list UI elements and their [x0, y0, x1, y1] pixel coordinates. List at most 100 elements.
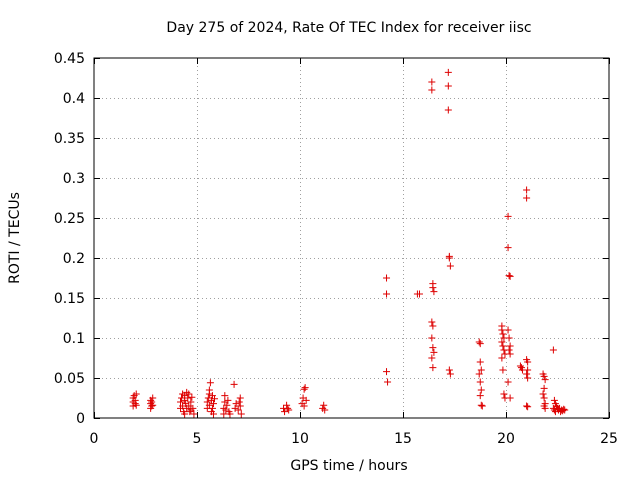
- data-point: [446, 370, 454, 378]
- data-point: [383, 274, 391, 282]
- data-point: [281, 408, 289, 416]
- data-point: [181, 410, 189, 418]
- data-point: [230, 380, 238, 388]
- data-point: [236, 402, 244, 410]
- y-tick-label: 0.3: [63, 171, 85, 187]
- data-point: [444, 68, 452, 76]
- data-point: [523, 186, 531, 194]
- data-point: [428, 354, 436, 362]
- data-point: [429, 344, 437, 352]
- data-point: [285, 406, 293, 414]
- data-point: [226, 410, 234, 418]
- y-tick-label: 0.05: [54, 371, 85, 387]
- data-point: [221, 392, 229, 400]
- data-point: [524, 403, 532, 411]
- data-points: [129, 68, 569, 418]
- data-point: [476, 378, 484, 386]
- data-point: [477, 401, 485, 409]
- x-tick-label: 10: [291, 431, 309, 447]
- data-point: [321, 406, 329, 414]
- data-point: [211, 395, 219, 403]
- y-tick-label: 0.45: [54, 51, 85, 67]
- data-point: [177, 398, 185, 406]
- data-point: [505, 346, 513, 354]
- data-point: [428, 78, 436, 86]
- data-point: [499, 342, 507, 350]
- data-point: [284, 404, 292, 412]
- data-point: [187, 406, 195, 414]
- data-point: [445, 366, 453, 374]
- data-point: [132, 401, 140, 409]
- data-point: [539, 390, 547, 398]
- data-point: [560, 405, 568, 413]
- data-point: [205, 401, 213, 409]
- data-point: [415, 290, 423, 298]
- data-point: [506, 394, 514, 402]
- data-point: [206, 379, 214, 387]
- data-point: [222, 406, 230, 414]
- data-point: [505, 334, 513, 342]
- data-point: [478, 402, 486, 410]
- grid-lines: [94, 58, 609, 418]
- data-point: [498, 326, 506, 334]
- data-point: [186, 408, 194, 416]
- data-point: [131, 396, 139, 404]
- data-point: [149, 394, 157, 402]
- data-point: [498, 354, 506, 362]
- data-point: [516, 362, 524, 370]
- data-point: [498, 338, 506, 346]
- data-point: [500, 390, 508, 398]
- data-point: [540, 372, 548, 380]
- data-point: [232, 400, 240, 408]
- data-point: [234, 406, 242, 414]
- data-point: [504, 212, 512, 220]
- data-point: [428, 86, 436, 94]
- y-tick-label: 0.4: [63, 91, 85, 107]
- data-point: [300, 402, 308, 410]
- x-tick-label: 15: [394, 431, 412, 447]
- data-point: [132, 390, 140, 398]
- data-point: [237, 410, 245, 418]
- data-point: [383, 368, 391, 376]
- data-point: [523, 402, 531, 410]
- data-point: [476, 358, 484, 366]
- data-point: [504, 326, 512, 334]
- data-point: [477, 386, 485, 394]
- data-point: [506, 350, 514, 358]
- data-point: [183, 388, 191, 396]
- x-tick-label: 20: [497, 431, 515, 447]
- y-tick-label: 0.25: [54, 211, 85, 227]
- data-point: [430, 348, 438, 356]
- data-point: [208, 404, 216, 412]
- y-tick-label: 0.2: [63, 251, 85, 267]
- data-point: [549, 346, 557, 354]
- data-point: [188, 393, 196, 401]
- data-point: [499, 366, 507, 374]
- data-point: [209, 410, 217, 418]
- x-tick-label: 25: [600, 431, 618, 447]
- data-point: [445, 254, 453, 262]
- data-point: [302, 396, 310, 404]
- data-point: [561, 406, 569, 414]
- data-point: [205, 386, 213, 394]
- data-point: [187, 398, 195, 406]
- data-point: [475, 338, 483, 346]
- data-point: [190, 410, 198, 418]
- data-point: [524, 358, 532, 366]
- data-point: [446, 262, 454, 270]
- data-point: [283, 401, 291, 409]
- data-point: [524, 374, 532, 382]
- data-point: [224, 396, 232, 404]
- data-point: [541, 376, 549, 384]
- data-point: [235, 398, 243, 406]
- data-point: [504, 378, 512, 386]
- data-point: [506, 272, 514, 280]
- data-point: [149, 401, 157, 409]
- data-point: [540, 384, 548, 392]
- data-point: [383, 290, 391, 298]
- axis-ticks: 0 5 10 15 20 25 0 0.05 0.1 0.15 0.2 0.25 0.3 0.35 0.4 0…: [54, 51, 618, 447]
- data-point: [231, 404, 239, 412]
- data-point: [428, 318, 436, 326]
- plot-frame: [93, 57, 610, 419]
- data-point: [185, 402, 193, 410]
